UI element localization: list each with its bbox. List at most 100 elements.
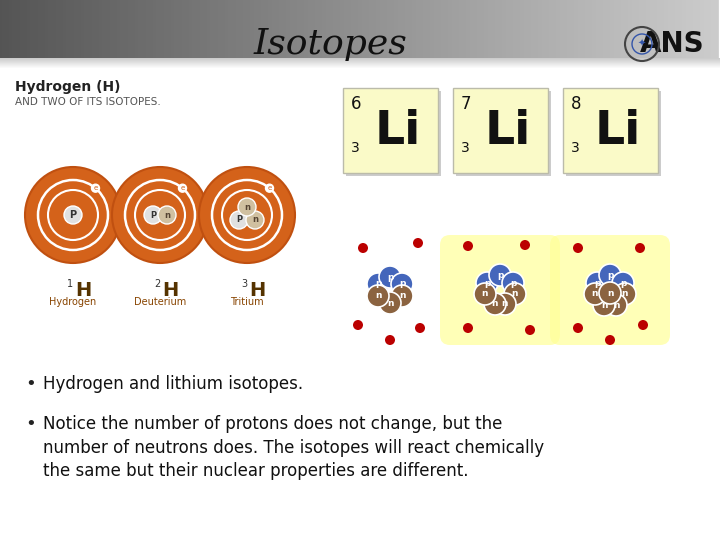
- Circle shape: [494, 293, 516, 315]
- Circle shape: [599, 264, 621, 286]
- Circle shape: [502, 272, 524, 294]
- Text: •: •: [25, 375, 36, 393]
- Text: 6: 6: [351, 95, 361, 113]
- Text: 3: 3: [351, 141, 359, 155]
- FancyBboxPatch shape: [346, 91, 441, 176]
- Text: •: •: [25, 415, 36, 433]
- Text: n: n: [164, 211, 170, 219]
- Text: 2: 2: [154, 279, 161, 289]
- Text: Li: Li: [595, 109, 641, 153]
- Circle shape: [520, 240, 530, 250]
- Text: 3: 3: [570, 141, 580, 155]
- Circle shape: [525, 325, 535, 335]
- Circle shape: [476, 272, 498, 294]
- FancyBboxPatch shape: [0, 59, 720, 60]
- Text: Li: Li: [374, 109, 421, 153]
- Text: p: p: [594, 279, 600, 287]
- Circle shape: [379, 266, 401, 288]
- Text: n: n: [613, 300, 619, 309]
- Text: AND TWO OF ITS ISOTOPES.: AND TWO OF ITS ISOTOPES.: [15, 97, 161, 107]
- Text: p: p: [620, 279, 626, 287]
- FancyBboxPatch shape: [562, 88, 657, 173]
- Circle shape: [391, 273, 413, 295]
- FancyBboxPatch shape: [0, 58, 720, 59]
- Text: Hydrogen (H): Hydrogen (H): [15, 80, 120, 94]
- Text: n: n: [374, 292, 382, 300]
- FancyBboxPatch shape: [0, 67, 720, 68]
- Text: p: p: [497, 271, 503, 280]
- Text: n: n: [399, 292, 405, 300]
- Text: n: n: [387, 299, 393, 307]
- Text: n: n: [592, 289, 598, 299]
- Circle shape: [415, 323, 425, 333]
- Circle shape: [599, 282, 621, 304]
- Circle shape: [573, 323, 583, 333]
- Text: ANS: ANS: [639, 30, 704, 58]
- Text: p: p: [387, 273, 393, 281]
- Text: n: n: [607, 288, 613, 298]
- Circle shape: [112, 167, 208, 263]
- Circle shape: [474, 283, 496, 305]
- Text: Li: Li: [485, 109, 531, 153]
- Text: p: p: [399, 280, 405, 288]
- Text: Notice the number of protons does not change, but the
number of neutrons does. T: Notice the number of protons does not ch…: [43, 415, 544, 480]
- Circle shape: [199, 167, 295, 263]
- Text: 3: 3: [461, 141, 469, 155]
- Text: e: e: [94, 185, 98, 191]
- Text: Deuterium: Deuterium: [134, 297, 186, 307]
- Circle shape: [614, 283, 636, 305]
- Text: ✦: ✦: [638, 39, 646, 49]
- FancyBboxPatch shape: [0, 65, 720, 66]
- Text: p: p: [510, 279, 516, 287]
- Circle shape: [612, 272, 634, 294]
- Text: P: P: [150, 211, 156, 219]
- Text: n: n: [512, 289, 518, 299]
- Text: P: P: [69, 210, 76, 220]
- Circle shape: [238, 198, 256, 216]
- Circle shape: [463, 323, 473, 333]
- FancyBboxPatch shape: [0, 60, 720, 61]
- Circle shape: [573, 243, 583, 253]
- Circle shape: [64, 206, 82, 224]
- Circle shape: [144, 206, 162, 224]
- Circle shape: [353, 320, 363, 330]
- Circle shape: [584, 283, 606, 305]
- Circle shape: [179, 184, 186, 192]
- Text: n: n: [482, 289, 488, 299]
- FancyBboxPatch shape: [0, 61, 720, 62]
- Circle shape: [504, 283, 526, 305]
- Text: 7: 7: [461, 95, 471, 113]
- Text: n: n: [244, 202, 250, 212]
- Circle shape: [246, 211, 264, 229]
- FancyBboxPatch shape: [343, 88, 438, 173]
- Text: 1: 1: [67, 279, 73, 289]
- Text: p: p: [375, 280, 381, 288]
- Text: Isotopes: Isotopes: [253, 27, 407, 61]
- Circle shape: [222, 190, 272, 240]
- Text: Tritium: Tritium: [230, 297, 264, 307]
- Text: H: H: [75, 281, 91, 300]
- Text: n: n: [622, 289, 629, 299]
- Circle shape: [367, 285, 389, 307]
- Circle shape: [48, 190, 98, 240]
- FancyBboxPatch shape: [0, 64, 720, 65]
- Circle shape: [586, 272, 608, 294]
- Text: p: p: [484, 279, 490, 287]
- Circle shape: [91, 184, 99, 192]
- Circle shape: [25, 167, 121, 263]
- FancyBboxPatch shape: [452, 88, 547, 173]
- Circle shape: [489, 264, 511, 286]
- Circle shape: [413, 238, 423, 248]
- Circle shape: [379, 292, 401, 314]
- Circle shape: [605, 294, 627, 316]
- Text: P: P: [236, 215, 242, 225]
- Text: n: n: [252, 215, 258, 225]
- Text: n: n: [492, 300, 498, 308]
- Circle shape: [385, 335, 395, 345]
- FancyBboxPatch shape: [0, 68, 720, 540]
- Text: e: e: [267, 185, 271, 191]
- Text: Hydrogen: Hydrogen: [50, 297, 96, 307]
- FancyBboxPatch shape: [0, 63, 720, 64]
- Text: p: p: [607, 271, 613, 280]
- Text: e: e: [181, 185, 184, 191]
